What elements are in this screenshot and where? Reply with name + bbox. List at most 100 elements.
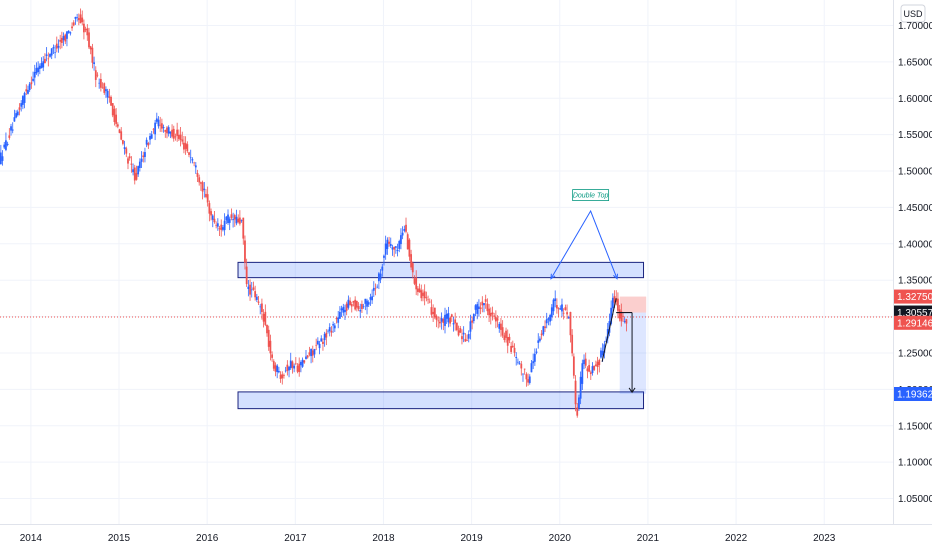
candle-body <box>64 34 67 42</box>
candle-body <box>589 372 592 375</box>
candle-body <box>30 82 33 85</box>
price-zones[interactable] <box>237 261 647 410</box>
candle-body <box>349 300 351 305</box>
candle-body <box>554 298 557 301</box>
price-axis[interactable]: 1.70000 1.65000 1.60000 1.55000 1.50000 1.450… <box>898 21 932 505</box>
candle-body <box>77 18 80 21</box>
candle-body <box>530 363 533 373</box>
candle-body <box>242 217 245 239</box>
candle-body <box>369 297 372 300</box>
candle-body <box>67 30 70 33</box>
candle-body <box>547 318 550 320</box>
candle-body <box>388 241 390 244</box>
candle-body <box>386 239 389 250</box>
candle-body <box>330 330 333 333</box>
candle-body <box>332 324 335 326</box>
candle-body <box>494 317 497 322</box>
candle-body <box>98 82 101 84</box>
time-axis[interactable]: 2014 2015 2016 2017 2018 2019 2020 2021 2022 2023 <box>20 533 836 544</box>
candle-body <box>191 159 194 161</box>
candle-body <box>50 48 53 56</box>
candle-body <box>445 313 448 319</box>
candle-body <box>525 374 528 380</box>
candle-body <box>218 228 221 230</box>
candle-body <box>316 340 319 345</box>
candle-body <box>33 71 36 78</box>
candle-body <box>296 365 299 372</box>
candle-body <box>584 358 587 366</box>
candle-body <box>13 117 16 122</box>
candle-body <box>527 379 529 383</box>
candle-body <box>335 317 338 320</box>
candle-body <box>276 365 279 373</box>
candle-body <box>245 266 248 285</box>
candle-body <box>301 359 304 367</box>
candle-body <box>620 311 623 322</box>
candle-body <box>423 291 426 299</box>
candle-body <box>94 70 97 80</box>
candle-body <box>535 351 538 353</box>
candle-body <box>232 219 234 221</box>
candle-body <box>498 323 501 329</box>
price-tag-label: 1.32750 <box>897 292 932 303</box>
drawing-tools[interactable]: Double Top <box>550 189 636 394</box>
candle-body <box>467 333 470 339</box>
candle-body <box>38 65 41 70</box>
price-tag-label: 1.29146 <box>897 318 932 329</box>
candle-body <box>42 61 45 68</box>
candle-body <box>418 288 421 293</box>
candle-body <box>601 350 604 356</box>
candle-body <box>188 152 190 155</box>
candle-body <box>578 397 580 408</box>
candle-body <box>593 365 596 370</box>
candle-body <box>99 78 102 88</box>
y-tick-label: 1.35000 <box>898 276 932 287</box>
candle-body <box>347 299 350 308</box>
currency-button[interactable]: USD <box>900 4 926 23</box>
candle-body <box>172 128 175 139</box>
candle-body <box>493 315 496 317</box>
candle-body <box>174 136 177 138</box>
candle-body <box>410 254 413 268</box>
candle-body <box>625 319 628 324</box>
candle-body <box>581 363 584 384</box>
candle-body <box>561 304 563 312</box>
candle-body <box>262 313 265 322</box>
candle-body <box>472 314 475 322</box>
x-tick-label: 2014 <box>20 533 43 544</box>
candle-body <box>483 303 485 306</box>
annotation-label: Double Top <box>573 193 609 200</box>
y-tick-label: 1.40000 <box>898 239 932 250</box>
candle-body <box>501 327 504 336</box>
candle-body <box>318 343 321 349</box>
candle-body <box>101 87 104 89</box>
candle-body <box>186 144 189 152</box>
candle-body <box>167 127 170 134</box>
candle-body <box>357 306 360 310</box>
candle-body <box>264 311 267 325</box>
candle-body <box>177 134 180 139</box>
candle-body <box>310 349 312 357</box>
price-tag <box>894 315 932 330</box>
candle-body <box>152 128 155 130</box>
candle-body <box>603 344 606 353</box>
x-tick-label: 2018 <box>372 533 395 544</box>
candle-body <box>196 173 199 177</box>
candle-body <box>544 326 546 329</box>
candle-body <box>567 317 570 319</box>
candle-body <box>277 370 280 373</box>
candle-body <box>328 327 331 332</box>
candle-body <box>457 330 460 336</box>
candle-body <box>622 315 624 317</box>
candle-body <box>279 374 282 379</box>
candle-body <box>566 312 568 315</box>
candle-body <box>432 311 435 315</box>
candle-body <box>303 360 306 363</box>
candle-body <box>250 289 253 291</box>
candle-body <box>274 365 277 372</box>
candle-body <box>488 308 490 316</box>
candle-body <box>154 122 157 135</box>
candle-body <box>454 319 457 324</box>
candle-body <box>289 360 292 369</box>
